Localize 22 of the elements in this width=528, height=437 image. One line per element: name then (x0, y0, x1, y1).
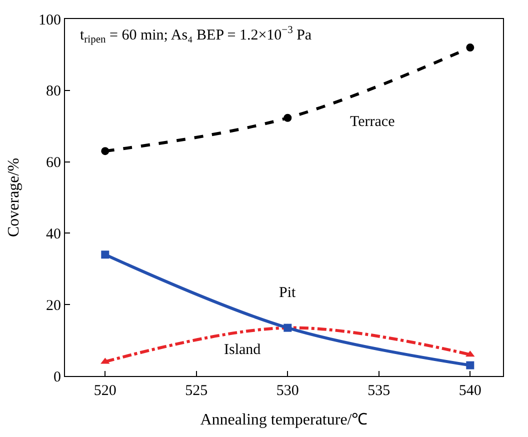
x-tick-label: 525 (185, 383, 208, 399)
x-tick-label: 530 (276, 383, 299, 399)
annotation: t$_{ripen}$ = 60 min; As₄ BEP = 1.2×10$^{−3}$ Pa (80, 25, 312, 46)
x-axis-title: Annealing temperature/℃ (200, 412, 368, 429)
x-tick-label: 520 (94, 383, 116, 399)
y-tick-label: 60 (46, 155, 61, 172)
x-tick-label: 535 (368, 383, 390, 399)
point (466, 44, 474, 52)
y-tick-label: 80 (46, 84, 61, 100)
y-axis-title: Coverage/% (5, 158, 22, 238)
y-tick-label: 0 (54, 369, 61, 386)
point (466, 361, 474, 370)
y-tick-label: 100 (38, 12, 61, 28)
series-label: Island (224, 342, 262, 358)
y-tick-label: 20 (46, 298, 61, 314)
series-label: Terrace (350, 114, 396, 130)
point (284, 114, 292, 122)
x-tick-label: 540 (458, 383, 482, 399)
series-label: Pit (279, 285, 297, 301)
y-tick-label: 40 (46, 226, 61, 242)
point (101, 147, 110, 156)
point (101, 250, 110, 259)
